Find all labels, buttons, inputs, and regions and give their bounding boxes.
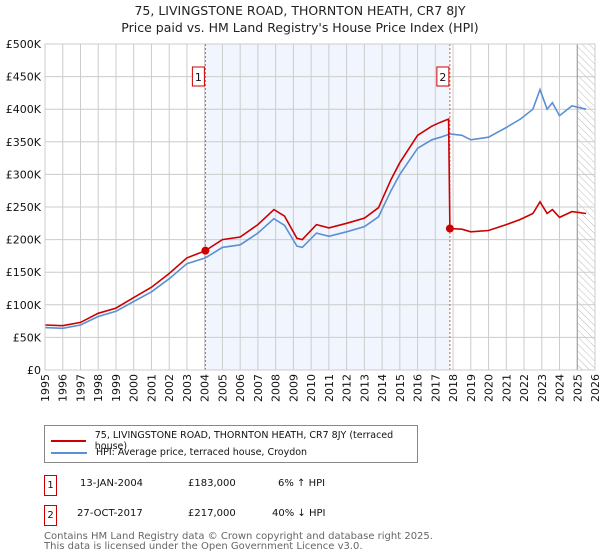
- x-tick-label: 2017: [429, 374, 442, 402]
- x-tick-label: 1995: [39, 374, 52, 402]
- x-tick-label: 2020: [483, 374, 496, 402]
- price-chart: 1995 1996 1997 1998 1999 2000 2001 2002 2003 2004…: [6, 38, 600, 402]
- chart-subtitle: Price paid vs. HM Land Registry's House …: [121, 20, 479, 35]
- x-tick-label: 2007: [252, 374, 265, 402]
- x-tick-label: 1997: [74, 374, 87, 402]
- x-tick-label: 2026: [589, 374, 600, 402]
- x-tick-label: 2001: [145, 374, 158, 402]
- y-tick-label: £300K: [6, 168, 42, 181]
- y-tick-label: £0: [27, 364, 41, 377]
- marker-badge: [436, 66, 450, 87]
- x-tick-label: 2024: [554, 374, 567, 402]
- footer: Contains HM Land Registry data © Crown c…: [44, 532, 433, 552]
- marker-badge: [191, 66, 205, 87]
- hpi-line: [44, 87, 587, 330]
- x-tick-label: 2021: [500, 374, 513, 402]
- transaction-price: £183,000: [188, 478, 236, 489]
- x-tick-label: 2014: [376, 374, 389, 402]
- y-tick-label: £100K: [6, 299, 42, 312]
- y-tick-label: £150K: [6, 266, 42, 279]
- y-tick-label: £250K: [6, 201, 42, 214]
- x-tick-label: 2003: [181, 374, 194, 402]
- property-price-line: [44, 117, 587, 327]
- transaction-hpi: 40% ↓ HPI: [272, 508, 326, 519]
- marker-label: 1: [195, 71, 202, 84]
- y-tick-label: £400K: [6, 103, 42, 116]
- legend-item-hpi: HPI: Average price, terraced house, Croy…: [51, 447, 307, 458]
- legend-item-property: 75, LIVINGSTONE ROAD, THORNTON HEATH, CR…: [51, 430, 417, 452]
- plot-frame: [44, 43, 596, 371]
- transaction-badge: 2: [44, 505, 57, 526]
- x-tick-label: 2005: [216, 374, 229, 402]
- transaction-date: 27-OCT-2017: [77, 508, 143, 519]
- transaction-hpi: 6% ↑ HPI: [278, 478, 326, 489]
- x-tick-label: 1998: [92, 374, 105, 402]
- transaction-price: £217,000: [188, 508, 236, 519]
- x-tick-label: 2000: [128, 374, 141, 402]
- chart-title: 75, LIVINGSTONE ROAD, THORNTON HEATH, CR…: [134, 3, 466, 18]
- footer-line: This data is licensed under the Open Gov…: [44, 541, 363, 552]
- legend-swatch-red: [51, 440, 86, 442]
- x-tick-label: 2016: [412, 374, 425, 402]
- x-tick-label: 2019: [465, 374, 478, 402]
- transaction-badge: 1: [44, 475, 57, 496]
- transaction-date: 13-JAN-2004: [80, 478, 144, 489]
- legend-label: HPI: Average price, terraced house, Croy…: [96, 447, 308, 458]
- x-tick-label: 2013: [358, 374, 371, 402]
- x-tick-label: 2012: [341, 374, 354, 402]
- sale-point: [201, 246, 210, 255]
- x-tick-label: 2010: [305, 374, 318, 402]
- x-tick-label: 2002: [163, 374, 176, 402]
- y-tick-label: £50K: [13, 331, 42, 344]
- x-tick-label: 2008: [270, 374, 283, 402]
- x-tick-label: 2004: [199, 374, 212, 402]
- x-tick-label: 2006: [234, 374, 247, 402]
- x-tick-label: 1999: [110, 374, 123, 402]
- marker-label: 2: [439, 71, 446, 84]
- x-tick-label: 2015: [394, 374, 407, 402]
- x-tick-label: 2018: [447, 374, 460, 402]
- legend-label: 75, LIVINGSTONE ROAD, THORNTON HEATH, CR…: [94, 430, 394, 452]
- x-tick-label: 2023: [536, 374, 549, 402]
- legend: 75, LIVINGSTONE ROAD, THORNTON HEATH, CR…: [44, 425, 418, 463]
- transaction-row: 2 27-OCT-2017 £217,000 40% ↓ HPI: [44, 505, 444, 526]
- y-tick-label: £200K: [6, 234, 42, 247]
- y-tick-label: £350K: [6, 136, 42, 149]
- legend-swatch-blue: [51, 451, 87, 454]
- sale-point: [445, 224, 454, 233]
- footer-line: Contains HM Land Registry data © Crown c…: [44, 531, 433, 542]
- x-tick-label: 1996: [57, 374, 70, 402]
- y-tick-label: £500K: [6, 38, 42, 51]
- x-tick-label: 2022: [518, 374, 531, 402]
- x-tick-label: 2025: [571, 374, 584, 402]
- x-tick-label: 2009: [287, 374, 300, 402]
- y-tick-label: £450K: [6, 71, 42, 84]
- transaction-row: 1 13-JAN-2004 £183,000 6% ↑ HPI: [44, 475, 444, 496]
- x-tick-label: 2011: [323, 374, 336, 402]
